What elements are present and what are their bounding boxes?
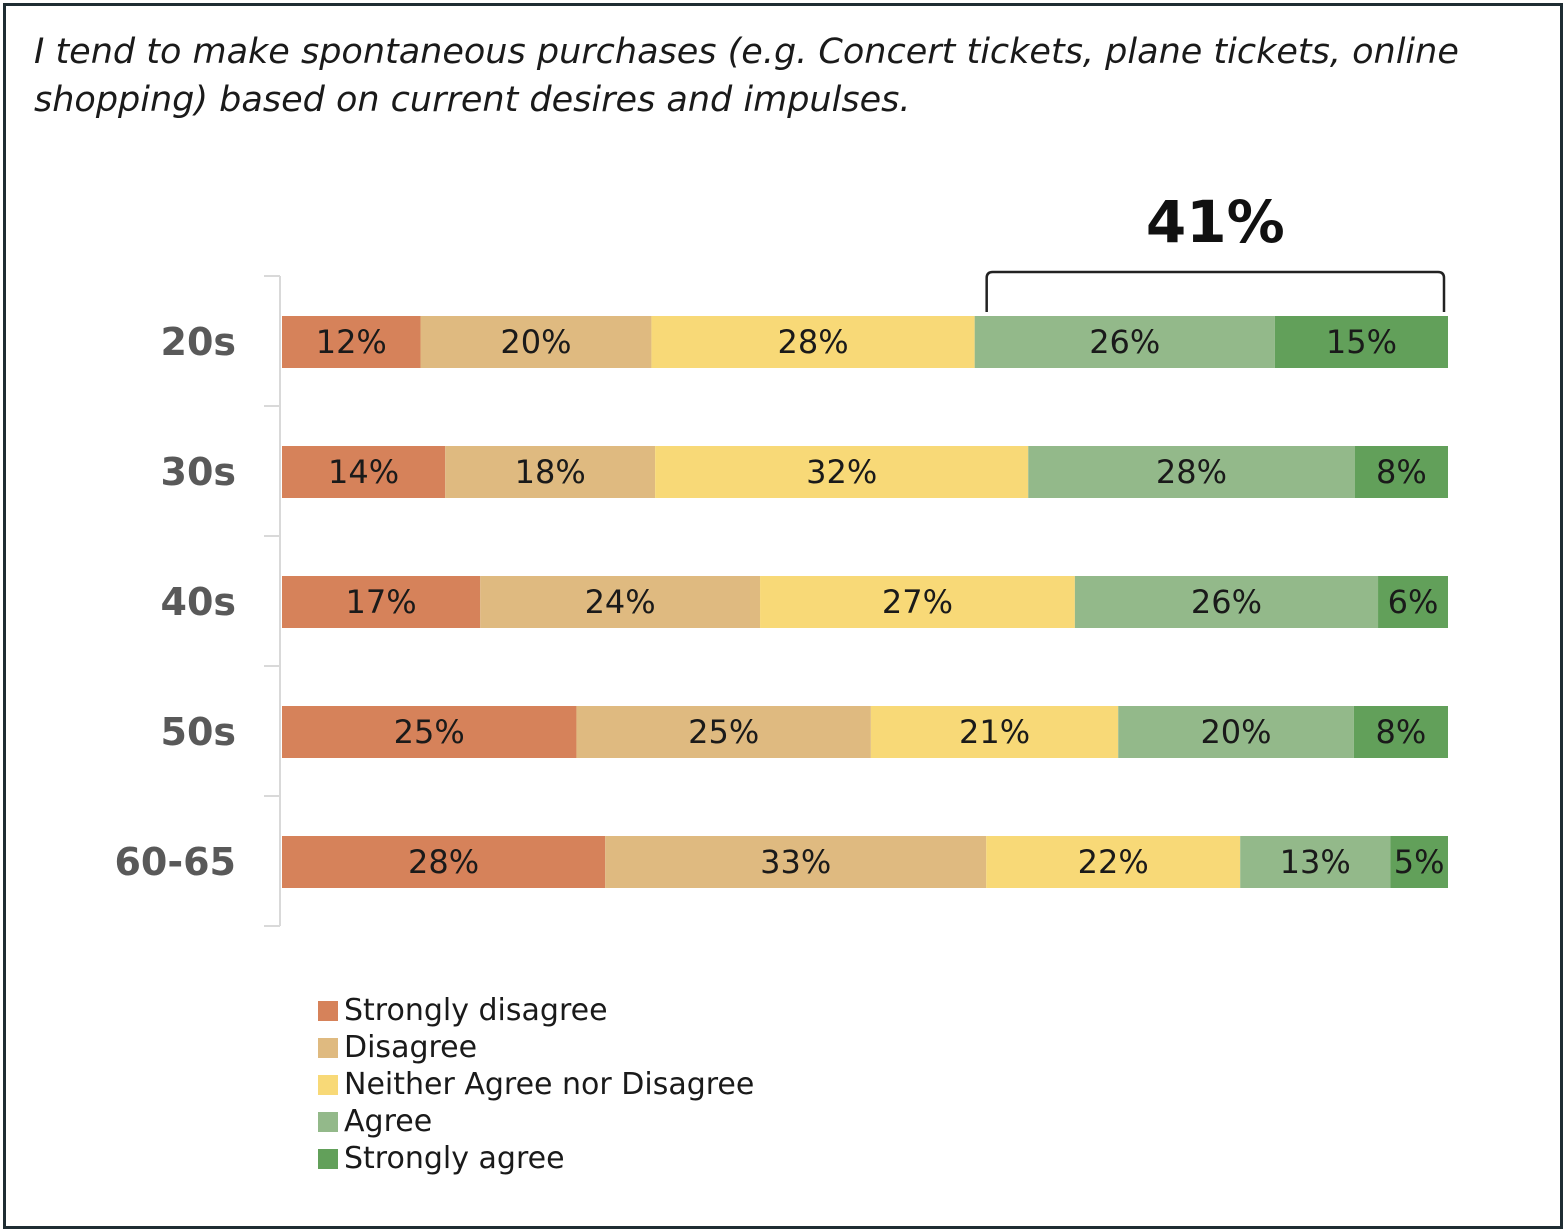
bar-segment-agree xyxy=(1028,446,1355,498)
legend-swatch xyxy=(318,1148,338,1169)
data-label: 18% xyxy=(515,453,586,491)
legend-swatch xyxy=(318,1111,338,1132)
data-label: 12% xyxy=(316,323,387,361)
data-label: 8% xyxy=(1376,453,1427,491)
callout-bracket xyxy=(985,270,1446,312)
data-label: 26% xyxy=(1089,323,1160,361)
callout-annotation: 41% xyxy=(985,188,1446,312)
bar-segment-neither xyxy=(651,316,975,368)
legend-item-strongly-agree: Strongly agree xyxy=(318,1140,754,1177)
legend-swatch xyxy=(318,1037,338,1058)
data-label: 13% xyxy=(1280,843,1351,881)
bar-segment-neither xyxy=(986,836,1241,888)
legend-label: Agree xyxy=(344,1104,433,1139)
data-label: 21% xyxy=(959,713,1030,751)
bar-segment-disagree xyxy=(605,836,987,888)
bar-segment-strongly-agree xyxy=(1354,446,1448,498)
data-label: 28% xyxy=(777,323,848,361)
data-label: 17% xyxy=(346,583,417,621)
data-label: 26% xyxy=(1191,583,1262,621)
bar-segment-agree xyxy=(974,316,1275,368)
bar-segment-strongly-disagree xyxy=(282,576,481,628)
data-label: 5% xyxy=(1394,843,1445,881)
legend-item-disagree: Disagree xyxy=(318,1029,754,1066)
category-label: 60-65 xyxy=(114,840,236,884)
legend-label: Disagree xyxy=(344,1030,478,1065)
data-label: 15% xyxy=(1326,323,1397,361)
bar-segment-neither xyxy=(760,576,1075,628)
bar-segment-strongly-agree xyxy=(1378,576,1448,628)
bar-segment-disagree xyxy=(445,446,656,498)
data-label: 8% xyxy=(1376,713,1427,751)
bar-segment-neither xyxy=(870,706,1119,758)
bar-segment-disagree xyxy=(576,706,871,758)
data-label: 33% xyxy=(760,843,831,881)
bar-segment-neither xyxy=(655,446,1029,498)
chart-title: I tend to make spontaneous purchases (e.… xyxy=(34,32,1459,120)
data-label: 20% xyxy=(1200,713,1271,751)
bar-segment-strongly-agree xyxy=(1390,836,1448,888)
bar-segment-strongly-agree xyxy=(1353,706,1448,758)
callout-label: 41% xyxy=(1146,188,1285,256)
data-label: 25% xyxy=(688,713,759,751)
data-label: 28% xyxy=(1156,453,1227,491)
data-label: 25% xyxy=(394,713,465,751)
data-label: 24% xyxy=(585,583,656,621)
category-label: 30s xyxy=(161,450,237,494)
data-label: 32% xyxy=(806,453,877,491)
legend: Strongly disagree Disagree Neither Agree n… xyxy=(318,992,754,1177)
bars: 12% 20% 28% 26% 15% 14% 18% 32% 28% 8% 17% 24% 27% 26… xyxy=(282,316,1448,888)
bar-segment-agree xyxy=(1074,576,1379,628)
legend-label: Neither Agree nor Disagree xyxy=(344,1067,755,1102)
category-label: 40s xyxy=(161,580,237,624)
bar-segment-disagree xyxy=(480,576,761,628)
legend-item-strongly-disagree: Strongly disagree xyxy=(318,992,754,1029)
category-axis: 20s 30s 40s 50s 60-65 xyxy=(114,275,281,927)
category-label: 20s xyxy=(161,320,237,364)
legend-item-neither: Neither Agree nor Disagree xyxy=(318,1066,754,1103)
data-label: 6% xyxy=(1388,583,1439,621)
legend-label: Strongly agree xyxy=(344,1141,565,1176)
data-label: 27% xyxy=(882,583,953,621)
bar-segment-agree xyxy=(1240,836,1391,888)
category-label: 50s xyxy=(161,710,237,754)
bar-segment-strongly-agree xyxy=(1274,316,1448,368)
data-label: 14% xyxy=(328,453,399,491)
bar-segment-disagree xyxy=(420,316,652,368)
bar-segment-strongly-disagree xyxy=(282,316,421,368)
bar-segment-agree xyxy=(1118,706,1354,758)
data-label: 20% xyxy=(500,323,571,361)
bar-segment-strongly-disagree xyxy=(282,706,577,758)
bar-segment-strongly-disagree xyxy=(282,446,446,498)
legend-swatch xyxy=(318,1000,338,1021)
legend-swatch xyxy=(318,1074,338,1095)
legend-label: Strongly disagree xyxy=(344,993,608,1028)
data-label: 28% xyxy=(408,843,479,881)
legend-item-agree: Agree xyxy=(318,1103,754,1140)
bar-segment-strongly-disagree xyxy=(282,836,606,888)
data-label: 22% xyxy=(1078,843,1149,881)
